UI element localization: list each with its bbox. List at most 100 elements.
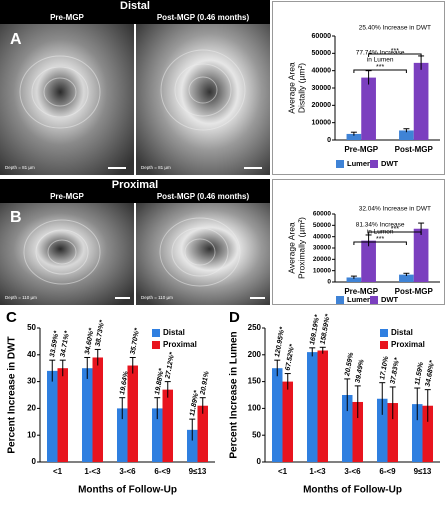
- bar-annotation: 34.68%*: [425, 360, 437, 388]
- y-tick-label: 0: [257, 457, 262, 466]
- bar-annotation: 17.10%: [379, 355, 390, 380]
- micrograph: [0, 24, 134, 175]
- y-axis-title: Average Area: [286, 222, 296, 274]
- image-label: Pre-MGP: [50, 192, 84, 201]
- x-tick-label: 3-<6: [119, 467, 136, 476]
- y-tick-label: 50: [252, 430, 261, 439]
- x-tick-label: Pre-MGP: [344, 287, 378, 296]
- bar-annotation: 34.71%*: [60, 330, 72, 358]
- y-tick-label: 0: [327, 137, 331, 144]
- bar-annotation: 11.59%: [414, 361, 425, 386]
- y-tick-label: 0: [327, 279, 331, 286]
- bar: [272, 368, 283, 462]
- panel-letter: D: [229, 309, 240, 326]
- bar: [361, 77, 376, 140]
- y-tick-label: 50000: [312, 50, 332, 57]
- bar: [342, 395, 353, 462]
- bar: [187, 429, 198, 462]
- bar-annotation: 39.49%: [355, 358, 366, 383]
- annotation: ***: [376, 236, 384, 243]
- bar: [92, 357, 103, 462]
- x-tick-label: Post-MGP: [395, 145, 434, 154]
- x-tick-label: 6-<9: [154, 467, 171, 476]
- x-tick-label: <1: [53, 467, 63, 476]
- micrograph: [136, 24, 270, 175]
- legend-label: Lumen: [347, 159, 372, 168]
- bar: [399, 274, 414, 282]
- legend-label: DWT: [381, 159, 398, 168]
- y-tick-label: 20: [27, 404, 36, 413]
- significance-bracket: [353, 241, 407, 245]
- legend-label: Distal: [163, 328, 185, 337]
- x-tick-label: 9≤13: [189, 467, 207, 476]
- significance-bracket: [368, 231, 422, 235]
- annotation: 32.04% Increase in DWT: [359, 206, 431, 213]
- legend-swatch: [380, 329, 388, 337]
- bar: [57, 368, 68, 462]
- depth-label: Depth = 81 µm: [141, 165, 171, 170]
- x-axis-title: Months of Follow-Up: [78, 485, 177, 496]
- y-tick-label: 250: [248, 323, 262, 332]
- y-axis-title: Average Area: [286, 62, 296, 114]
- x-tick-label: Post-MGP: [395, 287, 434, 296]
- x-tick-label: 1-<3: [309, 467, 326, 476]
- bar-annotation: 20.91%: [199, 370, 210, 396]
- annotation: 81.34% Increase: [356, 222, 405, 229]
- depth-label: Depth = 110 µm: [5, 295, 37, 300]
- bar-annotation: 37.83%*: [390, 357, 402, 385]
- annotation: ***: [391, 48, 399, 55]
- bar: [346, 277, 362, 282]
- legend-swatch: [152, 341, 160, 349]
- bar: [377, 398, 388, 462]
- y-tick-label: 20000: [313, 256, 331, 263]
- bar: [282, 381, 293, 462]
- y-tick-label: 20000: [312, 102, 332, 109]
- section-title: Distal: [120, 0, 150, 12]
- legend-swatch: [336, 296, 344, 304]
- x-tick-label: 9≤13: [414, 467, 432, 476]
- bar: [82, 368, 93, 462]
- panel-letter: C: [6, 309, 17, 326]
- y-axis-title: Percent Increase in Lumen: [229, 331, 240, 458]
- panel-letter: A: [10, 31, 22, 48]
- bar: [412, 404, 423, 462]
- chart-frame: [272, 1, 445, 175]
- y-tick-label: 150: [248, 377, 262, 386]
- y-tick-label: 40: [27, 350, 36, 359]
- y-tick-label: 10000: [313, 267, 331, 274]
- y-axis-title: Percent Increase in DWT: [7, 336, 18, 453]
- header-band: [0, 179, 270, 203]
- vessel-rings: [23, 217, 241, 287]
- chart-frame: [272, 179, 445, 305]
- x-tick-label: 3-<6: [344, 467, 361, 476]
- annotation: in Lumen: [367, 57, 394, 64]
- x-tick-label: <1: [278, 467, 288, 476]
- bar-annotation: 33.59%*: [49, 330, 61, 358]
- legend-swatch: [370, 296, 378, 304]
- annotation: 25.40% Increase in DWT: [359, 25, 431, 32]
- bar: [152, 408, 163, 462]
- x-tick-label: 6-<9: [379, 467, 396, 476]
- legend-label: Distal: [391, 328, 413, 337]
- bar: [47, 370, 58, 462]
- x-tick-label: Pre-MGP: [344, 145, 378, 154]
- bar-annotation: 35.70%*: [130, 328, 142, 356]
- legend-swatch: [380, 341, 388, 349]
- depth-label: Depth = 110 µm: [141, 295, 173, 300]
- micrograph: [136, 203, 270, 305]
- bar: [422, 405, 433, 462]
- annotation: ***: [376, 64, 384, 71]
- y-tick-label: 30: [27, 377, 36, 386]
- y-tick-label: 200: [248, 350, 262, 359]
- bar-annotation: 20.59%: [344, 351, 355, 377]
- y-tick-label: 10000: [312, 120, 332, 127]
- y-tick-label: 40000: [312, 68, 332, 75]
- y-axis-title: Distally (µm²): [296, 63, 306, 113]
- y-tick-label: 100: [248, 404, 262, 413]
- significance-bracket: [353, 69, 407, 73]
- y-tick-label: 10: [27, 430, 36, 439]
- bar-annotation: 34.60%*: [84, 328, 96, 356]
- bar: [117, 408, 128, 462]
- annotation: ***: [391, 226, 399, 233]
